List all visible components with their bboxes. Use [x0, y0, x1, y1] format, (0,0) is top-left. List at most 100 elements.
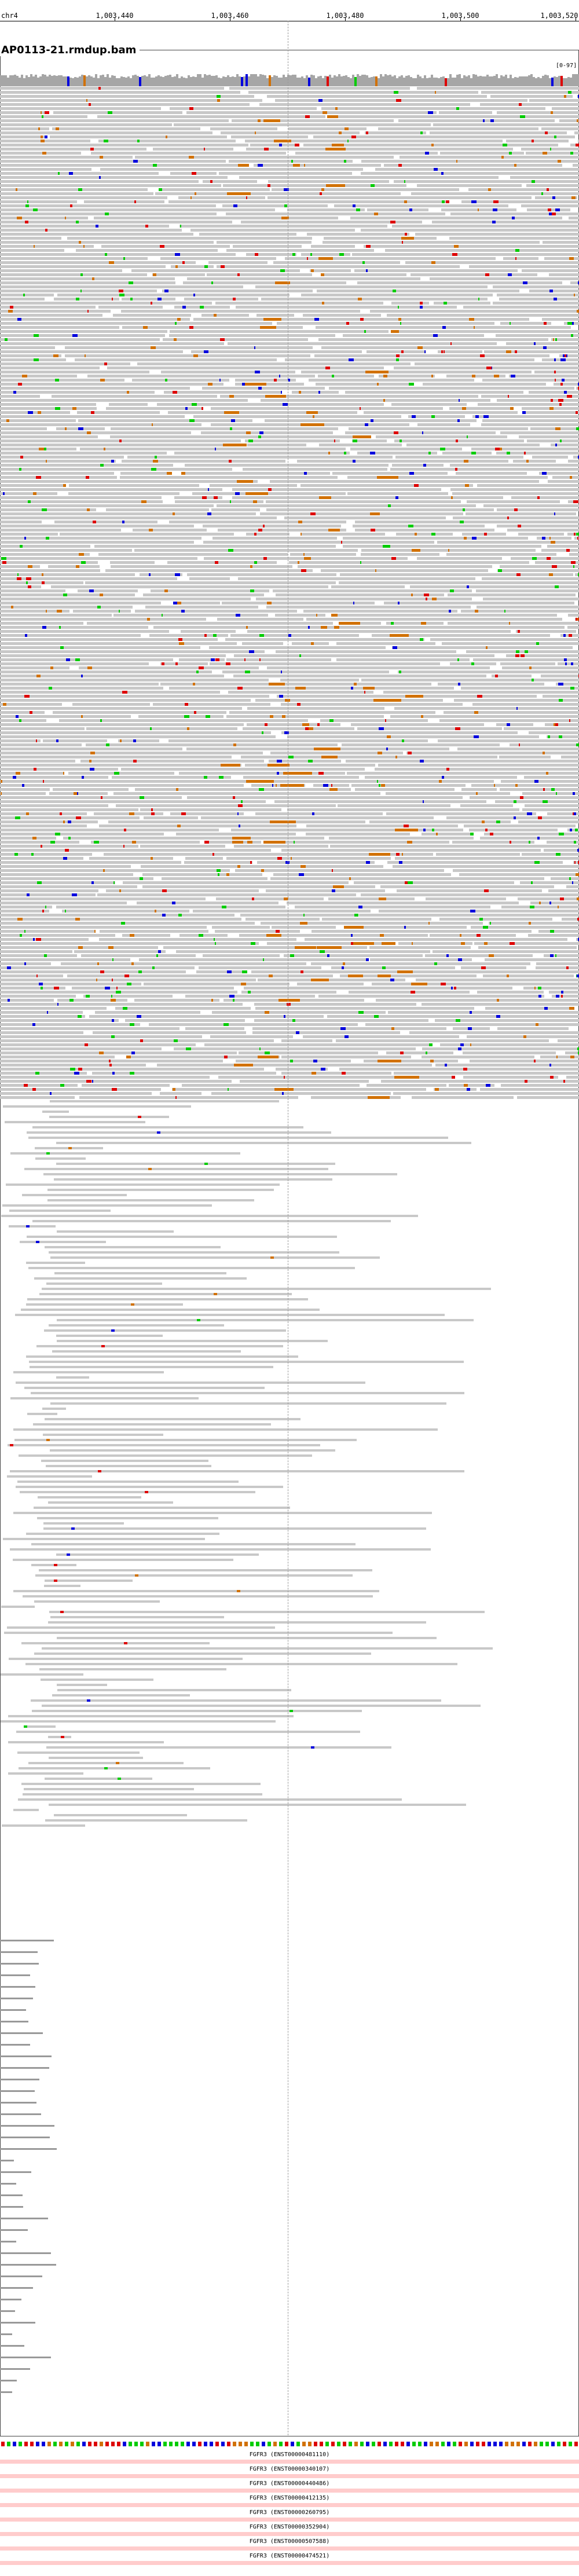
- read-mismatch: [176, 788, 178, 791]
- read: [1, 1720, 276, 1723]
- read-mismatch: [323, 111, 327, 114]
- read-mismatch: [340, 1027, 346, 1030]
- read-mismatch: [483, 926, 488, 929]
- gene-row[interactable]: FGFR3 (ENST00000340107): [0, 2465, 579, 2479]
- read-mismatch: [534, 1060, 536, 1062]
- gene-feature-bar[interactable]: [0, 2474, 579, 2478]
- coverage-bar: [153, 78, 155, 86]
- read: [132, 379, 229, 382]
- reference-sequence-track[interactable]: [0, 2440, 579, 2448]
- read-mismatch: [36, 974, 38, 977]
- read: [0, 683, 159, 686]
- read: [0, 776, 108, 779]
- read-mismatch: [41, 140, 45, 142]
- gene-feature-bar[interactable]: [0, 2518, 579, 2522]
- gene-row[interactable]: FGFR3 (ENST00000481110): [0, 2450, 579, 2464]
- read-mismatch-cluster: [246, 780, 274, 783]
- read-mismatch: [294, 841, 295, 844]
- read-mismatch: [475, 610, 478, 613]
- gene-row[interactable]: FGFR3 (ENST00000260795): [0, 2508, 579, 2522]
- read: [0, 399, 248, 402]
- gene-row[interactable]: FGFR3 (ENST00000352904): [0, 2523, 579, 2537]
- read: [303, 610, 457, 613]
- gene-feature-bar[interactable]: [0, 2546, 579, 2551]
- read-mismatch: [574, 812, 576, 815]
- gene-feature-bar[interactable]: [0, 2532, 579, 2536]
- gene-feature-bar[interactable]: [0, 2561, 579, 2565]
- reference-base: [528, 2442, 532, 2446]
- read: [361, 893, 579, 896]
- read: [417, 423, 470, 426]
- read: [449, 1084, 494, 1087]
- read-mismatch: [45, 906, 46, 908]
- read: [41, 1460, 208, 1462]
- read-mismatch: [463, 1068, 467, 1071]
- coverage-track[interactable]: [0, 72, 579, 86]
- read-mismatch-cluster: [265, 395, 286, 398]
- read-mismatch: [229, 460, 232, 463]
- read: [256, 598, 472, 600]
- read: [0, 379, 124, 382]
- read-mismatch: [382, 966, 386, 969]
- read-mismatch: [496, 1015, 500, 1018]
- read-mismatch-cluster: [290, 772, 312, 775]
- read-mismatch-cluster: [390, 634, 409, 637]
- read: [211, 1092, 391, 1095]
- read-mismatch: [395, 496, 398, 499]
- coverage-bar: [266, 78, 269, 86]
- read: [327, 626, 565, 629]
- read-mismatch: [544, 1007, 548, 1010]
- gene-row[interactable]: FGFR3 (ENST00000440486): [0, 2479, 579, 2493]
- read-mismatch: [135, 1574, 138, 1577]
- read-mismatch: [10, 1444, 13, 1446]
- track-title[interactable]: AP0113-21.rmdup.bam: [0, 44, 140, 56]
- gene-annotation-track[interactable]: FGFR3 (ENST00000481110) FGFR3 (ENST00000…: [0, 2450, 579, 2576]
- gene-feature-bar[interactable]: [0, 2460, 579, 2464]
- read: [234, 654, 494, 657]
- gene-feature-bar[interactable]: [0, 2503, 579, 2507]
- read-mismatch: [208, 383, 212, 386]
- read-mismatch: [32, 1023, 35, 1026]
- read-mismatch: [116, 991, 121, 994]
- read-mismatch-cluster: [293, 164, 300, 167]
- read-mismatch: [55, 407, 60, 410]
- read: [0, 2044, 30, 2046]
- gene-row[interactable]: FGFR3 (ENST00000474521): [0, 2552, 579, 2566]
- read: [42, 1288, 491, 1290]
- read: [477, 991, 544, 994]
- read: [469, 265, 579, 268]
- reference-base: [435, 2442, 439, 2446]
- read-mismatch: [454, 987, 456, 990]
- read: [310, 269, 351, 272]
- coordinate-ruler[interactable]: chr4 1,003,440 1,003,460 1,003,480 1,003…: [0, 0, 579, 21]
- alignment-reads[interactable]: [0, 87, 579, 2438]
- read: [367, 208, 428, 211]
- gene-feature-bar[interactable]: [0, 2489, 579, 2493]
- read-mismatch: [474, 326, 475, 329]
- read: [20, 1491, 255, 1493]
- read-mismatch: [153, 164, 157, 167]
- read: [281, 1056, 411, 1058]
- coverage-bar: [134, 75, 137, 86]
- read: [397, 889, 542, 892]
- read-mismatch: [474, 711, 478, 714]
- read-mismatch-cluster: [300, 922, 307, 925]
- read-mismatch: [555, 338, 557, 341]
- read-mismatch: [354, 914, 358, 917]
- read-mismatch: [555, 444, 557, 446]
- coverage-bar: [69, 78, 72, 86]
- read-mismatch: [153, 273, 156, 276]
- reference-base: [302, 2442, 306, 2446]
- read: [54, 1272, 226, 1274]
- read-mismatch: [396, 358, 399, 361]
- read-mismatch: [254, 561, 257, 564]
- read-mismatch: [462, 407, 466, 410]
- reference-base: [100, 2442, 103, 2446]
- read-mismatch: [211, 658, 215, 661]
- gene-row[interactable]: FGFR3 (ENST00000412135): [0, 2494, 579, 2508]
- read: [54, 521, 157, 523]
- gene-row[interactable]: FGFR3 (ENST00000507588): [0, 2537, 579, 2551]
- read: [0, 910, 49, 913]
- read-mismatch: [28, 411, 33, 414]
- read: [466, 650, 579, 653]
